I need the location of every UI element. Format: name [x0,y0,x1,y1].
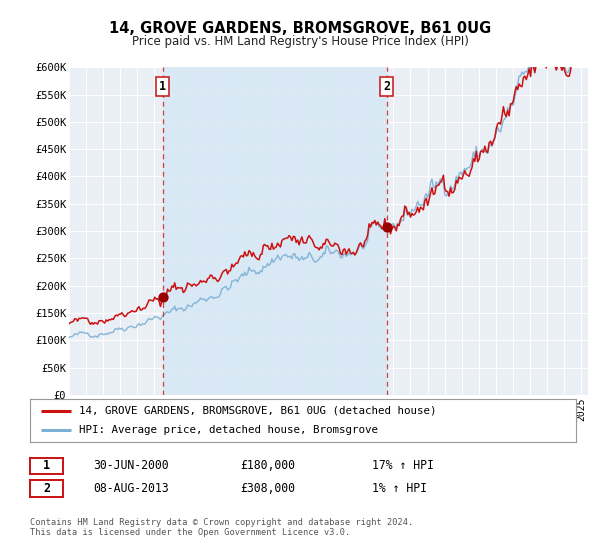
Text: 14, GROVE GARDENS, BROMSGROVE, B61 0UG: 14, GROVE GARDENS, BROMSGROVE, B61 0UG [109,21,491,36]
Point [382,222,391,231]
Text: Price paid vs. HM Land Registry's House Price Index (HPI): Price paid vs. HM Land Registry's House … [131,35,469,48]
Text: 14, GROVE GARDENS, BROMSGROVE, B61 0UG (detached house): 14, GROVE GARDENS, BROMSGROVE, B61 0UG (… [79,406,437,416]
Text: 2: 2 [43,482,50,495]
Text: Contains HM Land Registry data © Crown copyright and database right 2024.
This d: Contains HM Land Registry data © Crown c… [30,518,413,538]
Text: 1% ↑ HPI: 1% ↑ HPI [372,482,427,495]
Bar [163,67,386,395]
Text: 17% ↑ HPI: 17% ↑ HPI [372,459,434,473]
Point [158,292,167,301]
Text: HPI: Average price, detached house, Bromsgrove: HPI: Average price, detached house, Brom… [79,425,378,435]
Text: 1: 1 [43,459,50,473]
Text: £308,000: £308,000 [240,482,295,495]
Text: £180,000: £180,000 [240,459,295,473]
Text: 30-JUN-2000: 30-JUN-2000 [93,459,169,473]
Text: 1: 1 [159,80,166,93]
Text: 2: 2 [383,80,390,93]
Text: 08-AUG-2013: 08-AUG-2013 [93,482,169,495]
